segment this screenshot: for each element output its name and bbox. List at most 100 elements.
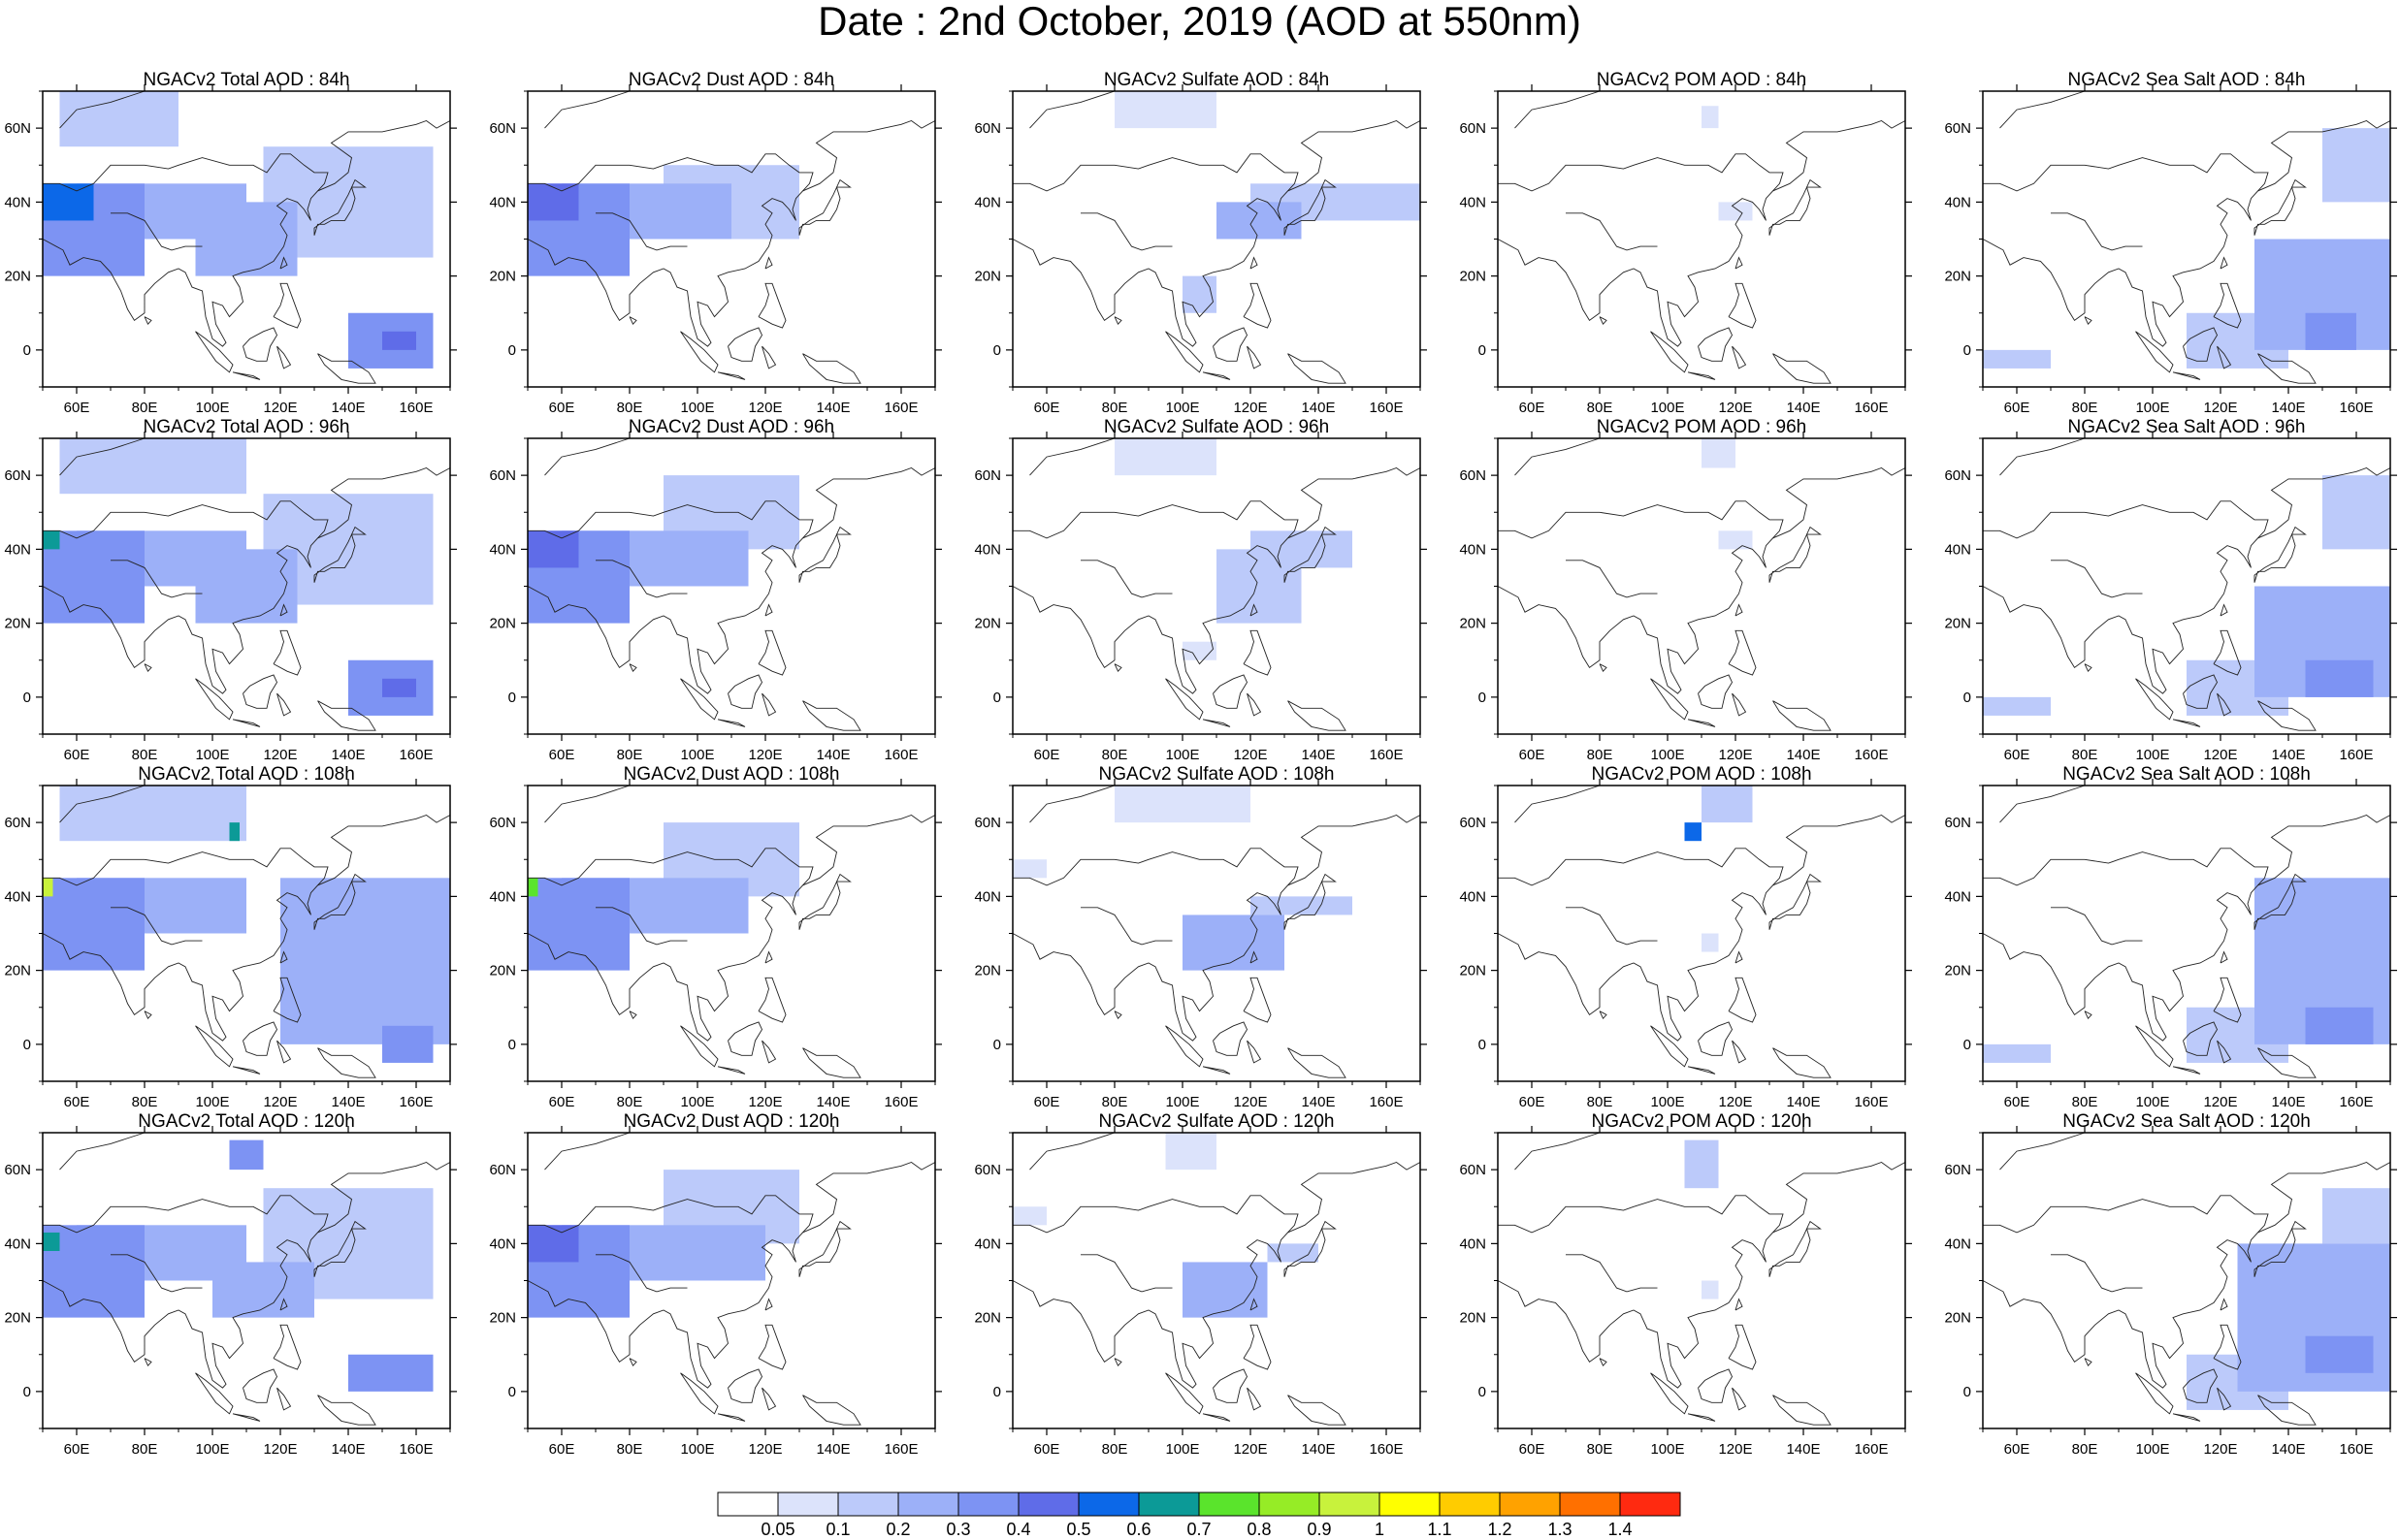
x-tick-label: 60E [2004, 1441, 2030, 1458]
x-tick-label: 80E [1102, 400, 1128, 416]
coastline [527, 814, 936, 1042]
aod-cell [2322, 475, 2390, 550]
aod-cell [1702, 106, 1719, 129]
coastline [802, 700, 861, 731]
coastline [1687, 1413, 1716, 1422]
aod-cell [229, 1139, 264, 1171]
coastline [1012, 119, 1421, 347]
coastline [1213, 1368, 1248, 1403]
coastline [1599, 1011, 1607, 1020]
aod-field [1702, 106, 1753, 221]
map-panel-total-120h: NGACv2 Total AOD : 120h 60E 80E 100E 120E 140… [0, 1111, 466, 1458]
aod-cell [2305, 659, 2374, 697]
coastline [1243, 282, 1272, 329]
coastline [1013, 500, 1299, 539]
coastlines [1012, 437, 1421, 731]
coastline [2084, 1011, 2092, 1020]
coastline [1772, 1047, 1832, 1078]
coastline [2051, 1254, 2143, 1293]
x-tick-label: 100E [195, 1441, 229, 1458]
coastline [1213, 1021, 1248, 1056]
map-plot: 60E 80E 100E 120E 140E 160E 0 20N 40N 60N [489, 432, 942, 763]
x-tick-label: 60E [64, 747, 90, 763]
coastlines [1982, 1132, 2391, 1426]
x-tick-label: 120E [1233, 1441, 1267, 1458]
coastline [2213, 1324, 2242, 1370]
coastline [273, 1324, 302, 1370]
coastline [232, 719, 261, 727]
coastline [1982, 1161, 2391, 1389]
x-tick-label: 160E [1854, 747, 1888, 763]
coastline [1497, 1161, 1906, 1389]
panel-title: NGACv2 Total AOD : 84h [143, 70, 350, 90]
map-plot: 60E 80E 100E 120E 140E 160E 0 20N 40N 60N [489, 84, 942, 416]
colorbar-swatch [1439, 1492, 1501, 1517]
map-panel-total-96h: NGACv2 Total AOD : 96h 60E 80E 100E 120E 140E… [0, 417, 466, 763]
y-tick-label: 20N [4, 616, 31, 632]
aod-cell [2322, 1188, 2390, 1244]
x-tick-label: 60E [1034, 1441, 1060, 1458]
coastline [1249, 1298, 1258, 1311]
coastline [1498, 848, 1784, 886]
coastline [313, 178, 367, 236]
colorbar-swatch [1078, 1492, 1140, 1517]
x-tick-label: 60E [549, 1441, 575, 1458]
x-tick-label: 120E [2203, 1094, 2237, 1110]
y-tick-label: 0 [1478, 342, 1486, 359]
coastline [596, 907, 688, 946]
aod-field [528, 822, 799, 971]
x-tick-label: 100E [680, 400, 714, 416]
coastline [2135, 678, 2174, 721]
y-tick-label: 0 [1478, 1384, 1486, 1400]
coastline [1982, 119, 2391, 347]
x-tick-label: 60E [2004, 747, 2030, 763]
map-plot: 60E 80E 100E 120E 140E 160E 0 20N 40N 60N [1459, 1126, 1912, 1458]
coastlines [1982, 90, 2391, 384]
coastline [317, 1047, 376, 1078]
coastline [2217, 1040, 2232, 1064]
aod-field [1013, 786, 1352, 971]
y-tick-label: 40N [1459, 194, 1486, 210]
x-tick-label: 140E [1301, 1094, 1335, 1110]
map-panel-seasalt-108h: NGACv2 Sea Salt AOD : 108h 60E 80E 100E 120E… [1940, 764, 2399, 1110]
x-tick-label: 100E [1650, 747, 1684, 763]
coastline [1687, 719, 1716, 727]
x-tick-label: 120E [263, 400, 297, 416]
coastline [596, 212, 688, 251]
coastline [1114, 1358, 1122, 1367]
x-tick-label: 120E [2203, 1441, 2237, 1458]
coastline [279, 256, 288, 270]
coastline [1514, 1132, 1601, 1171]
map-plot: 60E 80E 100E 120E 140E 160E 0 20N 40N 60N [974, 84, 1427, 416]
coastline [1287, 353, 1346, 384]
coastline [1983, 848, 2269, 886]
coastline [1498, 1195, 1784, 1234]
map-panel-seasalt-84h: NGACv2 Sea Salt AOD : 84h 60E 80E 100E 120E 1… [1940, 70, 2399, 416]
coastline [1029, 785, 1116, 823]
coastline [527, 119, 936, 347]
map-plot: 60E 80E 100E 120E 140E 160E 0 20N 40N 60N [1459, 432, 1912, 763]
x-tick-label: 60E [1519, 747, 1545, 763]
coastline [1114, 316, 1122, 326]
y-tick-label: 60N [489, 467, 516, 484]
coastline [1202, 719, 1231, 727]
y-tick-label: 40N [4, 1235, 31, 1252]
colorbar-swatch [957, 1492, 1020, 1517]
coastline [1772, 700, 1832, 731]
coastline [1165, 678, 1204, 721]
coastline [596, 560, 688, 598]
coastline [1687, 371, 1716, 380]
coastline [1514, 785, 1601, 823]
coastline [798, 526, 852, 583]
x-tick-label: 80E [1587, 400, 1613, 416]
aod-field [528, 165, 799, 276]
coastline [276, 345, 292, 369]
coastline [1768, 526, 1822, 583]
y-tick-label: 40N [974, 194, 1001, 210]
x-tick-label: 140E [2271, 747, 2305, 763]
y-tick-label: 60N [1944, 120, 1971, 137]
coastline [1213, 327, 1248, 362]
colorbar-label: 1.3 [1547, 1520, 1572, 1539]
coastline [2213, 629, 2242, 676]
aod-cell [1216, 549, 1302, 624]
